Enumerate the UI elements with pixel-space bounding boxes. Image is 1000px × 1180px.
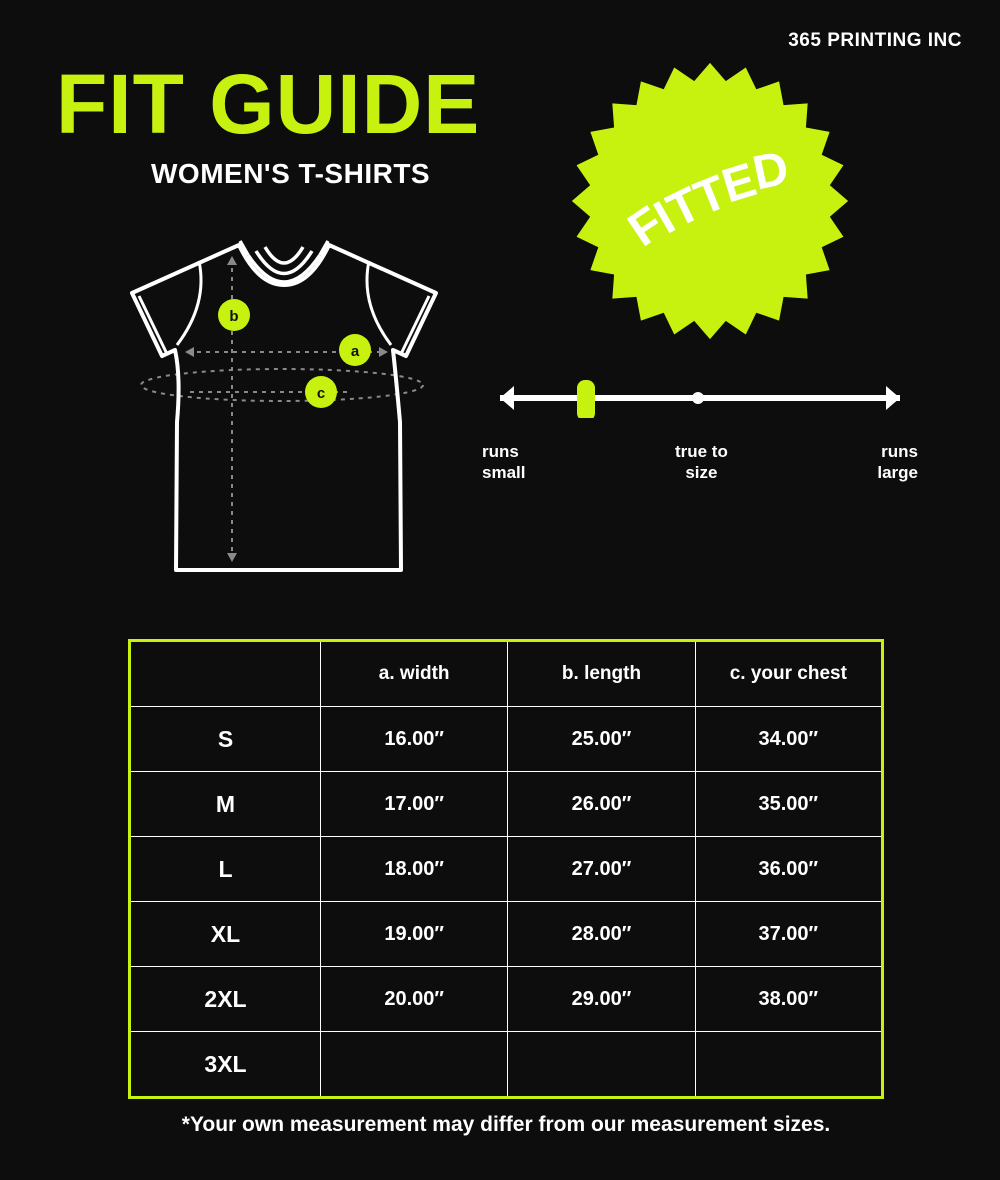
svg-text:a: a: [351, 343, 360, 360]
svg-text:c: c: [317, 385, 325, 402]
svg-text:b: b: [229, 308, 238, 325]
